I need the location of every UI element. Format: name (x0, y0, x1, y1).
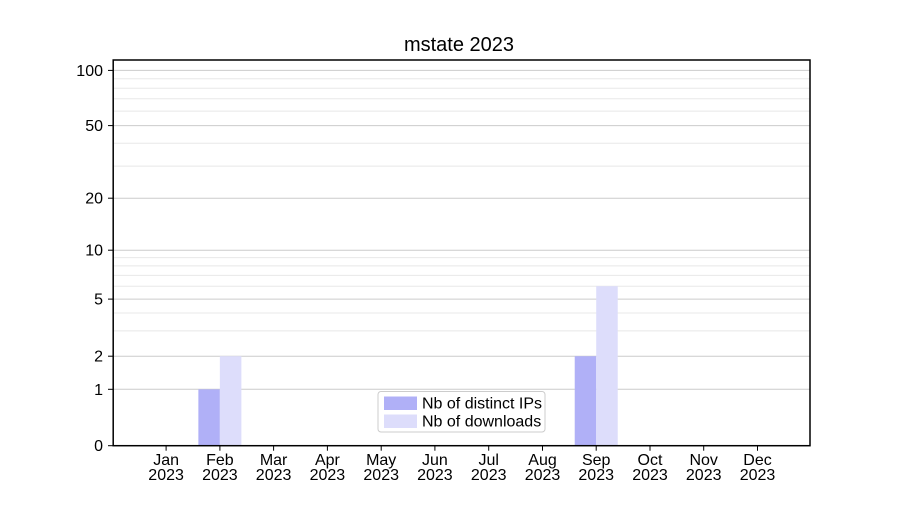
svg-text:2023: 2023 (310, 467, 346, 484)
svg-text:20: 20 (85, 191, 103, 208)
svg-text:50: 50 (85, 118, 103, 135)
svg-text:2023: 2023 (578, 467, 614, 484)
svg-text:2023: 2023 (202, 467, 238, 484)
svg-text:2023: 2023 (686, 467, 722, 484)
svg-text:2023: 2023 (417, 467, 453, 484)
svg-text:0: 0 (94, 438, 103, 455)
svg-text:2023: 2023 (363, 467, 399, 484)
svg-text:1: 1 (94, 382, 103, 399)
svg-text:Nb of downloads: Nb of downloads (422, 413, 541, 430)
svg-text:2: 2 (94, 349, 103, 366)
svg-text:Nb of distinct IPs: Nb of distinct IPs (422, 395, 542, 412)
svg-text:100: 100 (76, 63, 103, 80)
svg-text:2023: 2023 (256, 467, 292, 484)
svg-text:mstate 2023: mstate 2023 (404, 34, 514, 56)
svg-text:2023: 2023 (740, 467, 776, 484)
svg-text:10: 10 (85, 243, 103, 260)
svg-text:5: 5 (94, 292, 103, 309)
svg-text:2023: 2023 (148, 467, 184, 484)
svg-text:2023: 2023 (471, 467, 507, 484)
svg-text:2023: 2023 (632, 467, 668, 484)
svg-text:2023: 2023 (525, 467, 561, 484)
